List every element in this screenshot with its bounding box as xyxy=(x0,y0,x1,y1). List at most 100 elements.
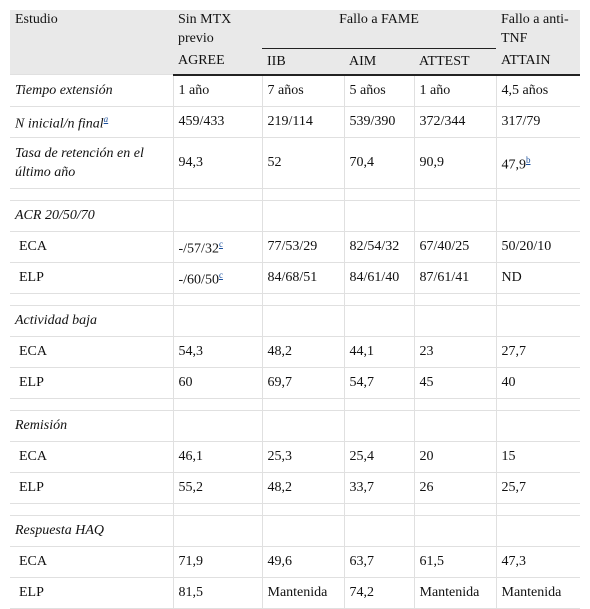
header-cell: ATTEST xyxy=(414,48,496,76)
section-heading-row: ACR 20/50/70 xyxy=(10,199,580,232)
value-cell: 49,6 xyxy=(261,545,345,578)
row-label: Tasa de retención en el último año xyxy=(10,136,174,189)
header-cell: Estudio xyxy=(10,10,173,75)
header-cell: AGREE xyxy=(173,48,262,76)
empty-cell xyxy=(10,292,174,306)
value-cell: 459/433 xyxy=(172,105,263,138)
value-cell: 372/344 xyxy=(413,105,497,138)
empty-cell xyxy=(495,292,580,306)
value-cell: 87/61/41 xyxy=(413,261,497,294)
empty-cell xyxy=(343,292,415,306)
value-cell: 20 xyxy=(413,440,497,473)
row-label-text: ECA xyxy=(19,449,47,464)
row-label: N inicial/n finala xyxy=(10,105,174,138)
value-cell: 27,7 xyxy=(495,335,580,368)
header-cell: IIB xyxy=(262,48,344,76)
empty-cell xyxy=(413,292,497,306)
value-cell: Mantenida xyxy=(495,576,580,609)
value-cell: 23 xyxy=(413,335,497,368)
value-cell: 1 año xyxy=(172,74,263,107)
empty-cell xyxy=(343,409,415,442)
header-cell: ATTAIN xyxy=(496,48,580,76)
value-cell: 54,3 xyxy=(172,335,263,368)
value-cell: 25,3 xyxy=(261,440,345,473)
value-cell: ND xyxy=(495,261,580,294)
section-heading-row: Actividad baja xyxy=(10,304,580,337)
row-label-text: ELP xyxy=(19,270,44,285)
value-cell: -/60/50c xyxy=(172,261,263,294)
data-row: Tasa de retención en el último año 94,3 52… xyxy=(10,136,580,189)
value-text: 47,9 xyxy=(501,157,527,173)
footnote-link[interactable]: a xyxy=(103,114,109,125)
row-label-text: ECA xyxy=(19,554,47,569)
empty-cell xyxy=(172,199,263,232)
section-heading: Remisión xyxy=(10,409,174,442)
row-label-text: N inicial/n final xyxy=(15,116,104,132)
row-label: ECA xyxy=(10,545,174,578)
value-cell: 50/20/10 xyxy=(495,230,580,263)
section-heading: Actividad baja xyxy=(10,304,174,337)
empty-cell xyxy=(413,199,497,232)
empty-cell xyxy=(495,409,580,442)
value-cell: 60 xyxy=(172,366,263,399)
value-cell: 54,7 xyxy=(343,366,415,399)
data-row: N inicial/n finala 459/433 219/114 539/390 3… xyxy=(10,105,580,138)
empty-cell xyxy=(495,304,580,337)
empty-cell xyxy=(343,397,415,411)
value-cell: 26 xyxy=(413,471,497,504)
footnote-link[interactable]: b xyxy=(526,155,531,166)
row-label-text: ECA xyxy=(19,344,47,359)
value-cell: 48,2 xyxy=(261,335,345,368)
row-label: ECA xyxy=(10,230,174,263)
empty-cell xyxy=(261,304,345,337)
row-label-text: ELP xyxy=(19,375,44,390)
empty-cell xyxy=(10,502,174,516)
footnote: c xyxy=(219,268,223,281)
row-label-text: Tiempo extensión xyxy=(15,82,113,98)
empty-cell xyxy=(172,514,263,547)
footnote-link[interactable]: c xyxy=(218,270,223,281)
data-row: ELP 55,2 48,2 33,7 26 25,7 xyxy=(10,471,580,504)
spacer-row xyxy=(10,292,580,306)
value-cell: 90,9 xyxy=(413,136,497,189)
data-row: Tiempo extensión 1 año 7 años 5 años 1 año 4,… xyxy=(10,74,580,107)
value-cell: 47,3 xyxy=(495,545,580,578)
value-cell: 52 xyxy=(261,136,345,189)
empty-cell xyxy=(495,502,580,516)
section-heading: ACR 20/50/70 xyxy=(10,199,174,232)
section-heading-row: Respuesta HAQ xyxy=(10,514,580,547)
empty-cell xyxy=(172,397,263,411)
data-row: ELP 81,5 Mantenida 74,2 Mantenida Mantenida xyxy=(10,576,580,609)
row-label-text: Tasa de retención en el último año xyxy=(15,145,144,180)
empty-cell xyxy=(495,514,580,547)
row-label: ELP xyxy=(10,366,174,399)
section-heading: Respuesta HAQ xyxy=(10,514,174,547)
empty-cell xyxy=(261,199,345,232)
empty-cell xyxy=(343,502,415,516)
value-cell: 69,7 xyxy=(261,366,345,399)
value-cell: Mantenida xyxy=(261,576,345,609)
header-cell: Fallo a anti-TNF xyxy=(496,10,580,48)
data-row: ECA 71,9 49,6 63,7 61,5 47,3 xyxy=(10,545,580,578)
value-cell: 74,2 xyxy=(343,576,415,609)
value-cell: 1 año xyxy=(413,74,497,107)
footnote: b xyxy=(526,153,531,166)
value-cell: 48,2 xyxy=(261,471,345,504)
results-table: Estudio Sin MTX previo Fallo a FAME Fall… xyxy=(10,10,580,609)
empty-cell xyxy=(261,397,345,411)
empty-cell xyxy=(172,187,263,201)
value-cell: 84/61/40 xyxy=(343,261,415,294)
spacer-row xyxy=(10,187,580,201)
data-row: ECA -/57/32c 77/53/29 82/54/32 67/40/25 50/20… xyxy=(10,230,580,263)
value-cell: 25,7 xyxy=(495,471,580,504)
footnote-link[interactable]: c xyxy=(218,239,223,250)
value-cell: 15 xyxy=(495,440,580,473)
empty-cell xyxy=(10,187,174,201)
empty-cell xyxy=(413,409,497,442)
empty-cell xyxy=(343,199,415,232)
value-cell: 81,5 xyxy=(172,576,263,609)
empty-cell xyxy=(261,502,345,516)
value-cell: 5 años xyxy=(343,74,415,107)
value-cell: 7 años xyxy=(261,74,345,107)
